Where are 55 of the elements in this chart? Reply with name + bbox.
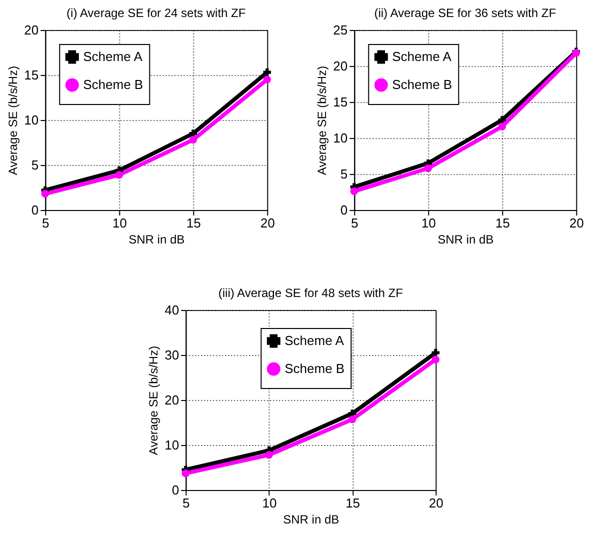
point <box>263 68 272 76</box>
y-axis-title: Average SE (b/s/Hz) <box>146 346 161 456</box>
x-tick-label: 10 <box>262 496 277 510</box>
x-tick-label: 10 <box>421 216 436 230</box>
y-tick-label: 10 <box>164 438 180 452</box>
x-axis-title: SNR in dB <box>283 512 340 526</box>
chart-title: (i) Average SE for 24 sets with ZF <box>66 6 246 20</box>
legend-label: Scheme A <box>83 49 143 64</box>
y-tick-label: 20 <box>333 58 348 74</box>
x-tick-label: 5 <box>182 496 190 510</box>
x-tick-label: 10 <box>112 216 127 230</box>
legend-label: Scheme A <box>392 49 452 64</box>
x-tick-label: 5 <box>351 216 358 230</box>
point <box>41 190 50 198</box>
point <box>432 356 440 364</box>
y-tick-label: 0 <box>340 202 348 218</box>
legend-label: Scheme B <box>392 77 452 92</box>
x-tick-label: 20 <box>428 496 444 510</box>
point <box>350 187 358 196</box>
legend-label: Scheme A <box>284 333 344 348</box>
y-tick-label: 5 <box>340 166 348 182</box>
x-tick-label: 20 <box>260 216 275 230</box>
y-tick-label: 30 <box>164 348 180 362</box>
y-axis-title: Average SE (b/s/Hz) <box>6 66 20 176</box>
legend-label: Scheme B <box>284 361 345 376</box>
y-tick-label: 40 <box>164 302 180 318</box>
x-tick-label: 5 <box>42 216 50 230</box>
point <box>189 136 198 144</box>
point <box>498 122 506 130</box>
point <box>263 76 272 84</box>
point <box>432 348 440 357</box>
y-tick-label: 0 <box>31 202 39 218</box>
point <box>115 171 124 179</box>
point <box>265 451 273 459</box>
y-tick-label: 15 <box>24 68 39 82</box>
y-tick-label: 5 <box>31 158 39 172</box>
y-tick-label: 0 <box>172 482 180 498</box>
y-tick-label: 10 <box>24 112 39 128</box>
legend-label: Scheme B <box>83 77 144 92</box>
x-tick-label: 15 <box>186 216 201 230</box>
y-tick-label: 20 <box>164 392 180 408</box>
point <box>182 469 190 478</box>
x-axis-title: SNR in dB <box>128 232 185 246</box>
y-tick-label: 25 <box>333 22 348 38</box>
y-tick-label: 10 <box>333 130 348 146</box>
point <box>424 164 432 172</box>
x-tick-label: 20 <box>569 216 584 230</box>
y-tick-label: 15 <box>333 94 348 110</box>
x-axis-title: SNR in dB <box>438 232 494 246</box>
point <box>348 415 356 424</box>
y-axis-title: Average SE (b/s/Hz) <box>315 66 330 176</box>
chart-title: (ii) Average SE for 36 sets with ZF <box>374 6 556 20</box>
chart-title: (iii) Average SE for 48 sets with ZF <box>218 286 403 300</box>
y-tick-label: 20 <box>24 22 39 38</box>
x-tick-label: 15 <box>495 216 510 230</box>
